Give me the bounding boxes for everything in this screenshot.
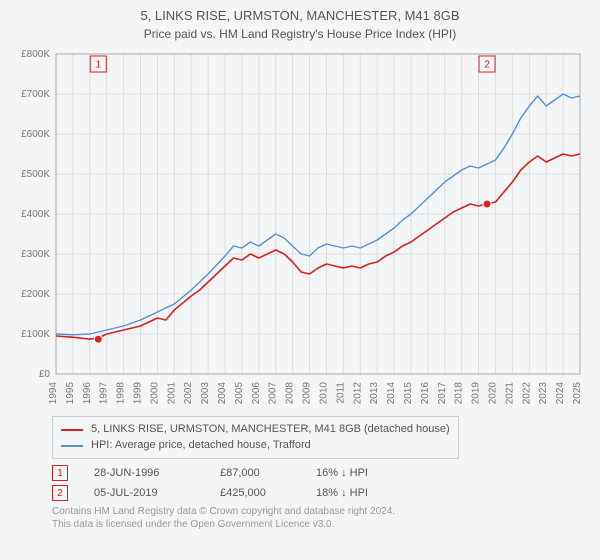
svg-text:2001: 2001 bbox=[166, 382, 177, 405]
event-delta: 18% ↓ HPI bbox=[316, 487, 396, 499]
event-badge: 1 bbox=[52, 465, 68, 481]
svg-text:£500K: £500K bbox=[21, 169, 50, 180]
legend: 5, LINKS RISE, URMSTON, MANCHESTER, M41 … bbox=[52, 416, 459, 459]
event-table: 1 28-JUN-1996 £87,000 16% ↓ HPI 2 05-JUL-2019… bbox=[52, 465, 588, 501]
svg-text:2015: 2015 bbox=[403, 382, 414, 405]
svg-text:2000: 2000 bbox=[149, 382, 160, 405]
svg-text:1: 1 bbox=[95, 60, 101, 71]
svg-text:£700K: £700K bbox=[21, 89, 50, 100]
svg-text:2010: 2010 bbox=[318, 382, 329, 405]
legend-swatch bbox=[61, 445, 83, 447]
attribution-line: This data is licensed under the Open Gov… bbox=[52, 518, 588, 531]
chart-container: 5, LINKS RISE, URMSTON, MANCHESTER, M41 … bbox=[0, 0, 600, 560]
svg-text:2002: 2002 bbox=[183, 382, 194, 405]
svg-text:2013: 2013 bbox=[369, 382, 380, 405]
svg-text:£600K: £600K bbox=[21, 129, 50, 140]
event-date: 28-JUN-1996 bbox=[94, 467, 194, 479]
svg-text:2009: 2009 bbox=[302, 382, 313, 405]
legend-label: HPI: Average price, detached house, Traf… bbox=[91, 438, 311, 453]
svg-text:2007: 2007 bbox=[268, 382, 279, 405]
svg-text:2017: 2017 bbox=[437, 382, 448, 405]
svg-text:2023: 2023 bbox=[538, 382, 549, 405]
svg-text:2025: 2025 bbox=[572, 382, 583, 405]
svg-text:2008: 2008 bbox=[285, 382, 296, 405]
event-delta: 16% ↓ HPI bbox=[316, 467, 396, 479]
svg-text:1997: 1997 bbox=[99, 382, 110, 405]
svg-text:2014: 2014 bbox=[386, 382, 397, 405]
svg-text:£0: £0 bbox=[39, 369, 51, 380]
svg-text:2011: 2011 bbox=[335, 382, 346, 404]
attribution-line: Contains HM Land Registry data © Crown c… bbox=[52, 505, 588, 518]
event-row: 1 28-JUN-1996 £87,000 16% ↓ HPI bbox=[52, 465, 588, 481]
svg-text:2019: 2019 bbox=[471, 382, 482, 405]
legend-label: 5, LINKS RISE, URMSTON, MANCHESTER, M41 … bbox=[91, 422, 450, 437]
event-badge: 2 bbox=[52, 485, 68, 501]
chart-area: £0 £100K £200K £300K £400K £500K £600K £700K £80… bbox=[12, 48, 588, 408]
svg-text:£400K: £400K bbox=[21, 209, 50, 220]
svg-text:2: 2 bbox=[484, 60, 490, 71]
svg-text:£100K: £100K bbox=[21, 329, 50, 340]
svg-text:2012: 2012 bbox=[352, 382, 363, 405]
svg-text:1994: 1994 bbox=[48, 382, 59, 405]
svg-text:1998: 1998 bbox=[116, 382, 127, 405]
svg-text:2005: 2005 bbox=[234, 382, 245, 405]
svg-text:2016: 2016 bbox=[420, 382, 431, 405]
svg-text:2003: 2003 bbox=[200, 382, 211, 405]
attribution: Contains HM Land Registry data © Crown c… bbox=[52, 505, 588, 531]
page-title: 5, LINKS RISE, URMSTON, MANCHESTER, M41 … bbox=[12, 8, 588, 25]
page-subtitle: Price paid vs. HM Land Registry's House … bbox=[12, 27, 588, 43]
legend-swatch bbox=[61, 429, 83, 431]
svg-text:1996: 1996 bbox=[82, 382, 93, 405]
event-price: £425,000 bbox=[220, 487, 290, 499]
event-price: £87,000 bbox=[220, 467, 290, 479]
legend-item: 5, LINKS RISE, URMSTON, MANCHESTER, M41 … bbox=[61, 422, 450, 437]
svg-text:2022: 2022 bbox=[521, 382, 532, 405]
svg-text:2006: 2006 bbox=[251, 382, 262, 405]
svg-text:£200K: £200K bbox=[21, 289, 50, 300]
svg-text:2004: 2004 bbox=[217, 382, 228, 405]
svg-text:2021: 2021 bbox=[504, 382, 515, 405]
svg-text:2020: 2020 bbox=[487, 382, 498, 405]
line-chart: £0 £100K £200K £300K £400K £500K £600K £700K £80… bbox=[12, 48, 588, 408]
svg-text:1999: 1999 bbox=[133, 382, 144, 405]
event-row: 2 05-JUL-2019 £425,000 18% ↓ HPI bbox=[52, 485, 588, 501]
svg-text:1995: 1995 bbox=[65, 382, 76, 405]
svg-text:2024: 2024 bbox=[555, 382, 566, 405]
svg-text:2018: 2018 bbox=[454, 382, 465, 405]
svg-text:£800K: £800K bbox=[21, 49, 50, 60]
svg-text:£300K: £300K bbox=[21, 249, 50, 260]
event-date: 05-JUL-2019 bbox=[94, 487, 194, 499]
legend-item: HPI: Average price, detached house, Traf… bbox=[61, 438, 450, 453]
